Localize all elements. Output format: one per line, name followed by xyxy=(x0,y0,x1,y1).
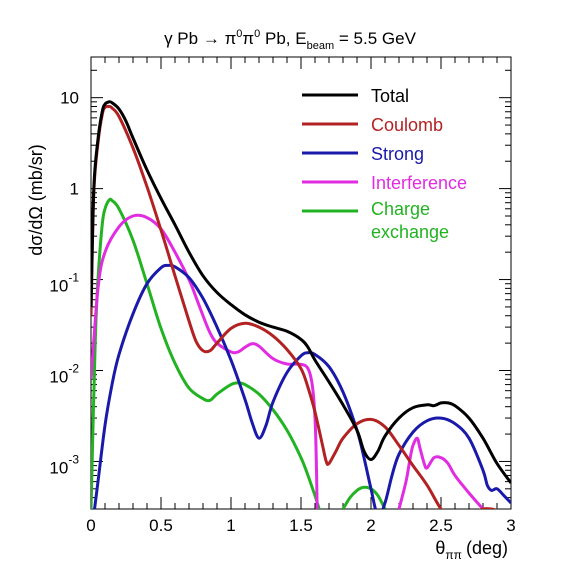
series-line-coulomb xyxy=(91,104,498,509)
legend-label-coulomb: Coulomb xyxy=(371,115,443,135)
legend-label-total: Total xyxy=(371,86,409,106)
x-tick-label: 2.5 xyxy=(429,516,453,535)
legend-label-charge-exchange-line1: Charge xyxy=(371,199,430,219)
legend-label-charge-exchange-line2: exchange xyxy=(371,222,449,242)
data-curves xyxy=(91,100,511,509)
y-tick-label: 10 xyxy=(60,89,79,108)
x-tick-label: 3 xyxy=(506,516,515,535)
x-tick-labels: 0 0.5 1 1.5 2 2.5 3 xyxy=(86,516,515,535)
y-tick-label: 10-2 xyxy=(49,362,79,387)
series-line-strong xyxy=(93,263,511,509)
series-line-charge-exchange xyxy=(91,197,321,509)
x-axis-label: θππ (deg) xyxy=(435,538,508,562)
x-tick-label: 0.5 xyxy=(149,516,173,535)
series-line-interference-segment-2 xyxy=(397,436,486,509)
y-axis-label: dσ/dΩ (mb/sr) xyxy=(26,144,46,256)
legend-label-strong: Strong xyxy=(371,144,424,164)
legend-label-interference: Interference xyxy=(371,173,467,193)
y-tick-labels: 10 1 10-1 10-2 10-3 xyxy=(49,89,79,478)
chart-title: γ Pb → π0π0 Pb, Ebeam = 5.5 GeV xyxy=(164,22,417,53)
plot-frame xyxy=(90,56,512,510)
x-tick-label: 1.5 xyxy=(289,516,313,535)
axis-ticks xyxy=(90,57,512,510)
y-tick-label: 1 xyxy=(70,180,79,199)
x-tick-label: 2 xyxy=(366,516,375,535)
y-tick-label: 10-1 xyxy=(49,271,79,296)
x-tick-label: 0 xyxy=(86,516,95,535)
series-line-interference xyxy=(91,213,319,509)
series-line-total xyxy=(91,100,511,484)
series-line-charge-exchange-segment-2 xyxy=(341,485,387,509)
legend: Total Coulomb Strong Interference Charge… xyxy=(302,86,467,242)
x-tick-label: 1 xyxy=(226,516,235,535)
y-tick-label: 10-3 xyxy=(49,452,79,477)
